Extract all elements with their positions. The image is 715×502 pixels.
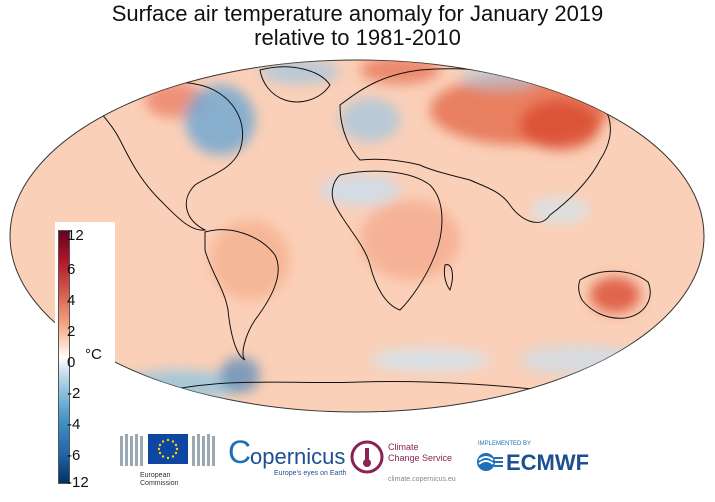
c3s-line1: Climate — [388, 442, 419, 452]
ec-building-icon — [120, 434, 143, 466]
map-title: Surface air temperature anomaly for Janu… — [0, 2, 715, 50]
ec-label-line1: European — [140, 472, 171, 479]
greenland-coast — [259, 66, 331, 103]
anomaly-field — [120, 60, 640, 400]
copernicus-tagline: Europe's eyes on Earth — [274, 470, 347, 477]
ecmwf-name: ECMWF — [506, 450, 590, 475]
ecmwf-wave-icon — [477, 453, 503, 471]
colorbar-gradient — [58, 230, 70, 484]
madagascar-coast — [443, 264, 453, 292]
colorbar-tick: -12 — [67, 474, 89, 491]
coastlines — [89, 66, 661, 406]
globe-outline — [9, 59, 705, 413]
ec-building-icon — [192, 434, 215, 466]
ec-logo: European Commission — [118, 432, 218, 488]
copernicus-c-letter: C — [228, 434, 252, 470]
title-line-2: relative to 1981-2010 — [254, 25, 461, 50]
copernicus-name: opernicus — [250, 444, 346, 469]
colorbar-tick: 2 — [67, 323, 76, 340]
colorbar-legend: 12 6 4 2 0 -2 -4 -6 -12 °C — [55, 222, 115, 492]
colorbar-tick: -2 — [67, 385, 81, 402]
north-america-coast — [89, 80, 244, 231]
c3s-logo: Climate Change Service climate.copernicu… — [350, 440, 460, 490]
ecmwf-implemented-by: IMPLEMENTED BY — [478, 441, 532, 447]
c3s-url: climate.copernicus.eu — [388, 476, 456, 483]
colorbar-tick: 12 — [67, 227, 84, 244]
colorbar-unit: °C — [85, 346, 102, 363]
thermometer-icon — [350, 440, 384, 474]
colorbar-tick: 6 — [67, 261, 76, 278]
ec-label-line2: Commission — [140, 480, 179, 487]
eurasia-coast — [339, 68, 611, 223]
eu-flag-icon — [148, 434, 188, 464]
title-line-1: Surface air temperature anomaly for Janu… — [111, 1, 604, 26]
africa-coast — [331, 170, 443, 311]
c3s-line2: Change Service — [388, 453, 453, 463]
ecmwf-logo: IMPLEMENTED BY ECMWF — [476, 440, 606, 480]
south-america-coast — [204, 229, 279, 361]
colorbar-tick: -6 — [67, 447, 81, 464]
colorbar-tick: 4 — [67, 292, 76, 309]
logo-strip: European Commission C opernicus Europe's… — [0, 428, 715, 502]
australia-coast — [578, 270, 651, 319]
copernicus-logo: C opernicus Europe's eyes on Earth — [228, 434, 348, 486]
colorbar-tick: 0 — [67, 354, 76, 371]
colorbar-tick: -4 — [67, 416, 81, 433]
